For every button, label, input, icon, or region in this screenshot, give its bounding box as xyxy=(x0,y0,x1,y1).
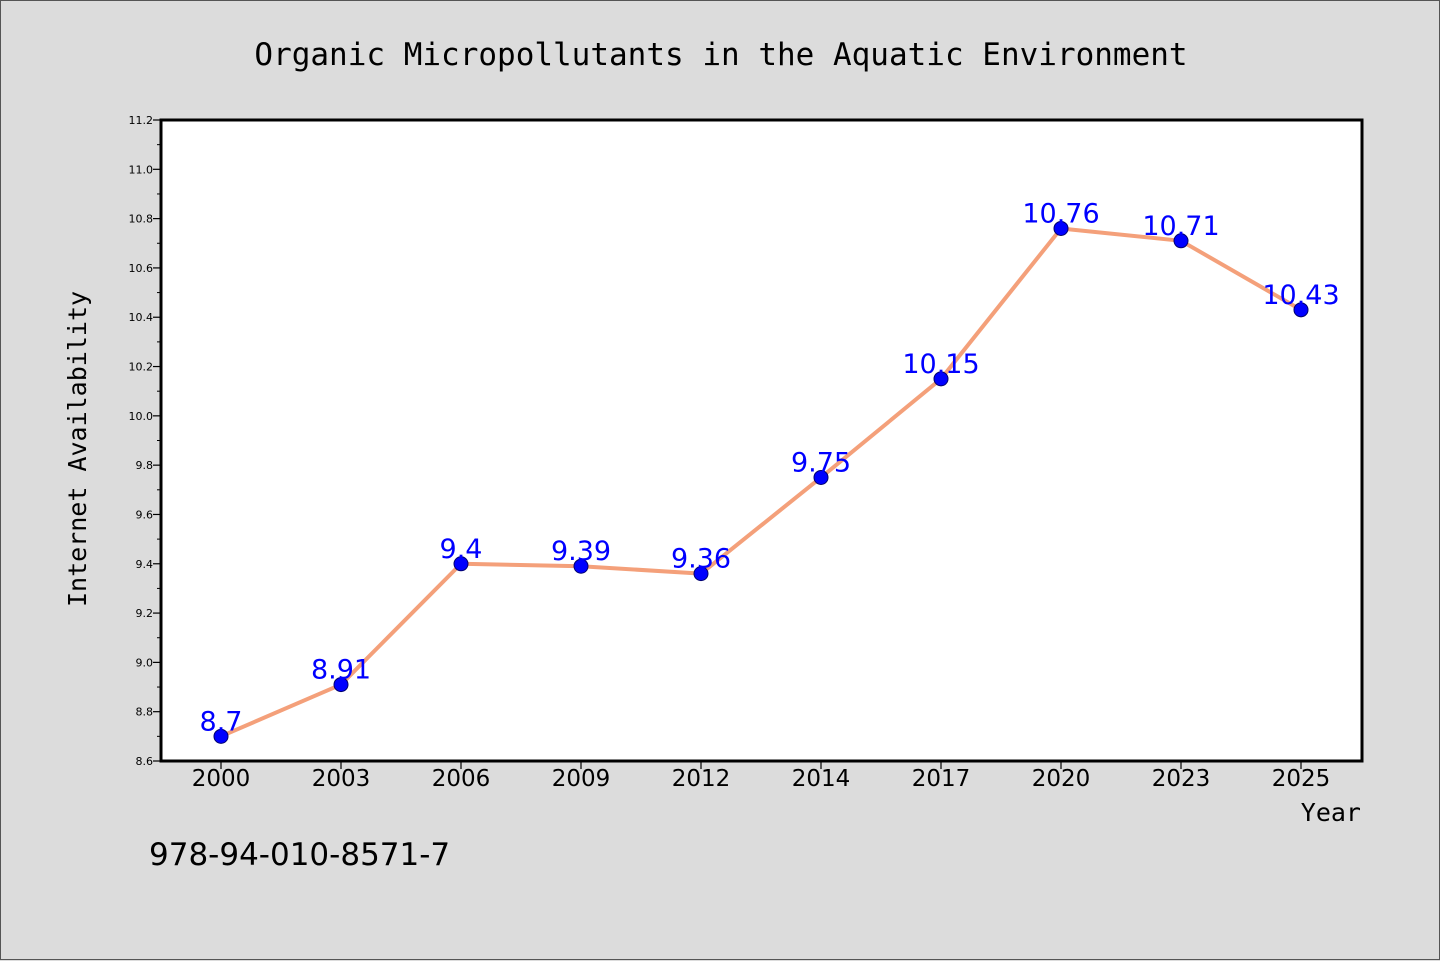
x-tick-label: 2014 xyxy=(792,766,851,792)
data-label: 10.15 xyxy=(902,349,979,380)
x-axis-label: Year xyxy=(1301,798,1361,827)
series-line xyxy=(219,226,1303,739)
data-point xyxy=(333,677,349,693)
data-point xyxy=(1173,233,1189,249)
y-tick-label: 10.8 xyxy=(129,213,154,226)
x-tick-label: 2020 xyxy=(1032,766,1091,792)
data-point xyxy=(693,566,709,582)
data-point xyxy=(1053,220,1069,236)
x-tick-label: 2012 xyxy=(672,766,731,792)
isbn-footnote: 978-94-010-8571-7 xyxy=(149,837,450,873)
y-tick-label: 9.6 xyxy=(136,508,154,521)
data-point xyxy=(933,371,949,387)
y-tick-label: 10.0 xyxy=(129,410,154,423)
x-tick-label: 2025 xyxy=(1272,766,1331,792)
y-tick-label: 9.4 xyxy=(136,558,154,571)
y-tick-label: 11.2 xyxy=(129,114,154,127)
data-label-group: 8.7 8.91 9.4 9.39 9.36 9.75 10.15 10.76 10.71 10.… xyxy=(200,198,1340,737)
data-label: 10.71 xyxy=(1142,211,1219,242)
y-axis-label: Internet Availability xyxy=(63,291,92,607)
data-point xyxy=(813,469,829,485)
x-tick-label: 2006 xyxy=(432,766,491,792)
y-tick-label: 8.8 xyxy=(136,706,154,719)
data-label: 8.7 xyxy=(200,706,243,737)
y-tick-label: 9.8 xyxy=(136,459,154,472)
y-tick-label: 11.0 xyxy=(129,163,154,176)
y-tick-label: 10.4 xyxy=(129,311,154,324)
x-tick-label: 2009 xyxy=(552,766,611,792)
data-label: 10.76 xyxy=(1022,198,1099,229)
y-tick-label: 8.6 xyxy=(136,755,154,768)
data-label: 8.91 xyxy=(311,655,371,686)
plot-area xyxy=(159,118,1364,763)
x-tick-label: 2017 xyxy=(912,766,971,792)
data-label: 9.39 xyxy=(551,536,611,567)
data-point xyxy=(1293,302,1309,318)
y-tick-label: 9.2 xyxy=(136,607,154,620)
y-tick-label: 10.6 xyxy=(129,262,154,275)
y-tick-label: 9.0 xyxy=(136,656,154,669)
x-tick-label: 2000 xyxy=(192,766,251,792)
data-point xyxy=(453,556,469,572)
x-axis: 2000 2003 2006 2009 2012 2014 2017 2020 2023 2025 xyxy=(192,761,1331,792)
data-label: 9.75 xyxy=(791,447,851,478)
data-label: 9.36 xyxy=(671,544,731,575)
data-point xyxy=(213,728,229,744)
x-tick-label: 2003 xyxy=(312,766,371,792)
y-tick-label: 10.2 xyxy=(129,361,154,374)
marker-group xyxy=(213,220,1309,744)
series-line-group xyxy=(219,226,1303,739)
y-axis: 8.6 8.8 9.0 9.2 9.4 9.6 9.8 10.0 10.2 10.4 10.6 10.… xyxy=(129,114,161,768)
data-point xyxy=(573,558,589,574)
data-label: 9.4 xyxy=(440,534,483,565)
data-label: 10.43 xyxy=(1262,280,1339,311)
x-tick-label: 2023 xyxy=(1152,766,1211,792)
chart-title: Organic Micropollutants in the Aquatic E… xyxy=(254,37,1187,73)
